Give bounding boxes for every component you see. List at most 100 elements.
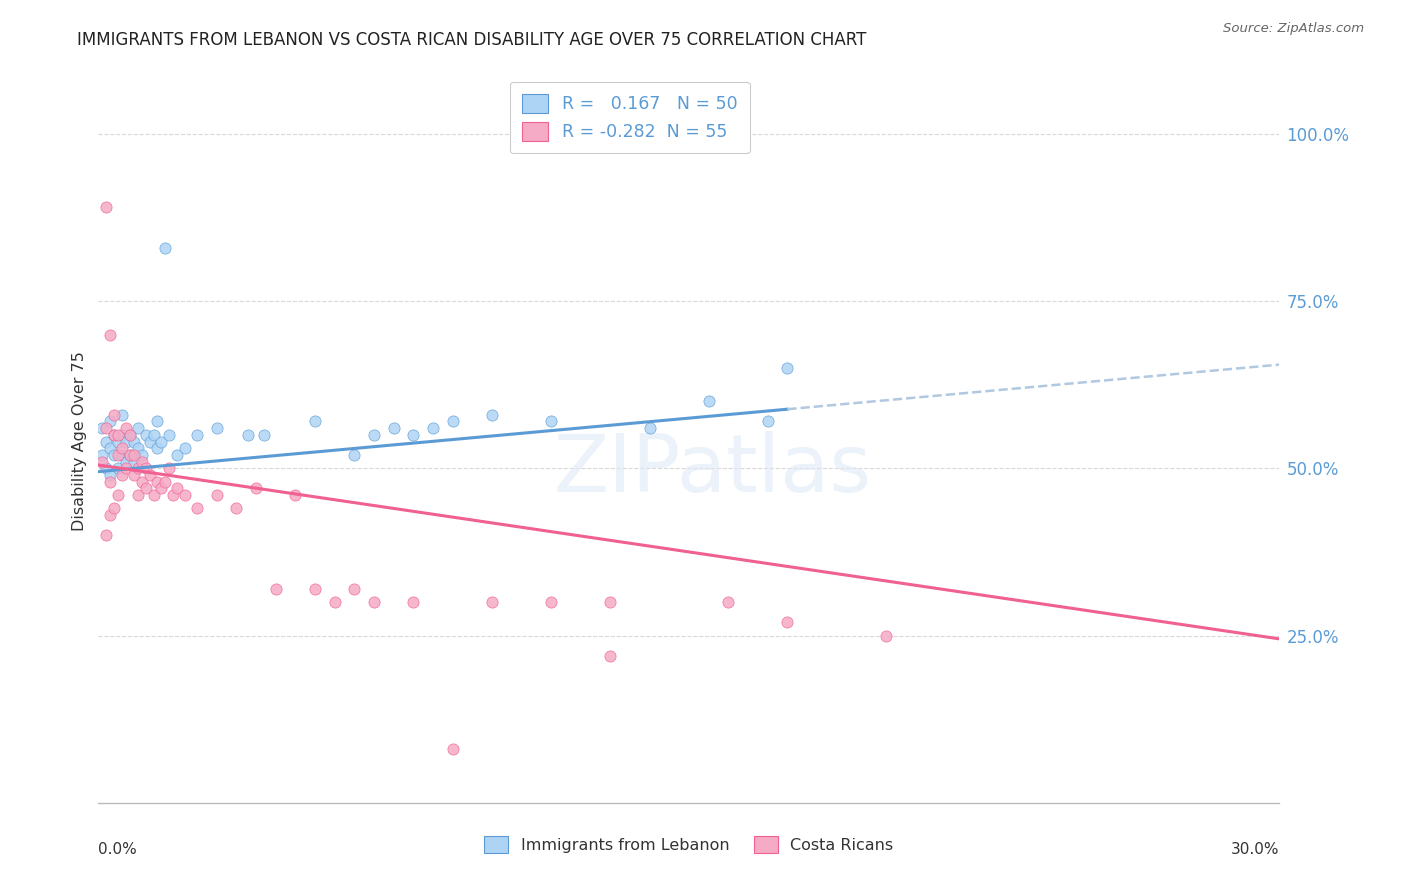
Point [264,582,287,596]
Point [118,427,141,442]
Point [122,467,145,482]
Text: 30.0%: 30.0% [1232,842,1279,856]
Point [146,442,169,455]
Point [111,427,134,442]
Point [253,427,276,442]
Point [150,482,173,496]
Point [776,361,799,376]
Point [638,421,661,435]
Point [135,461,157,475]
Point [146,475,169,489]
Point [155,241,177,255]
Point [225,501,247,516]
Point [96,201,118,215]
Point [107,427,129,442]
Point [155,475,177,489]
Point [323,595,346,609]
Point [103,427,125,442]
Point [174,488,197,502]
Point [122,455,145,469]
Point [127,461,149,475]
Text: ZIPatlas: ZIPatlas [554,432,872,509]
Point [135,482,157,496]
Point [103,448,125,462]
Point [441,742,464,756]
Point [91,455,114,469]
Point [107,461,129,475]
Point [115,421,138,435]
Point [186,427,208,442]
Point [111,448,134,462]
Legend: Immigrants from Lebanon, Costa Ricans: Immigrants from Lebanon, Costa Ricans [478,830,900,860]
Point [135,427,157,442]
Point [599,648,621,663]
Point [115,461,138,475]
Point [304,582,326,596]
Point [186,501,208,516]
Point [441,414,464,429]
Point [118,448,141,462]
Point [304,414,326,429]
Point [174,442,197,455]
Point [776,615,799,630]
Point [127,421,149,435]
Point [245,482,267,496]
Point [111,442,134,455]
Point [343,582,366,596]
Point [115,455,138,469]
Point [599,595,621,609]
Point [756,414,779,429]
Point [142,427,165,442]
Point [697,394,720,409]
Point [122,434,145,449]
Point [157,427,180,442]
Point [481,595,503,609]
Point [875,628,897,642]
Point [205,488,228,502]
Point [127,488,149,502]
Point [363,427,385,442]
Point [162,488,184,502]
Point [131,455,153,469]
Point [481,408,503,422]
Point [142,488,165,502]
Point [131,475,153,489]
Point [402,595,425,609]
Point [540,414,562,429]
Point [98,508,121,523]
Point [98,327,121,342]
Point [98,475,121,489]
Point [402,427,425,442]
Point [111,408,134,422]
Point [96,461,118,475]
Point [127,442,149,455]
Point [138,434,160,449]
Point [157,461,180,475]
Point [382,421,405,435]
Point [107,434,129,449]
Point [122,448,145,462]
Point [146,414,169,429]
Point [115,434,138,449]
Text: 0.0%: 0.0% [98,842,138,856]
Point [717,595,740,609]
Point [103,427,125,442]
Point [96,434,118,449]
Point [343,448,366,462]
Text: IMMIGRANTS FROM LEBANON VS COSTA RICAN DISABILITY AGE OVER 75 CORRELATION CHART: IMMIGRANTS FROM LEBANON VS COSTA RICAN D… [77,31,866,49]
Point [166,482,188,496]
Point [138,467,160,482]
Point [91,421,114,435]
Point [98,467,121,482]
Point [166,448,188,462]
Point [111,467,134,482]
Point [98,414,121,429]
Point [98,442,121,455]
Point [540,595,562,609]
Point [107,448,129,462]
Y-axis label: Disability Age Over 75: Disability Age Over 75 [72,351,87,532]
Point [91,448,114,462]
Point [236,427,259,442]
Point [363,595,385,609]
Text: Source: ZipAtlas.com: Source: ZipAtlas.com [1223,22,1364,36]
